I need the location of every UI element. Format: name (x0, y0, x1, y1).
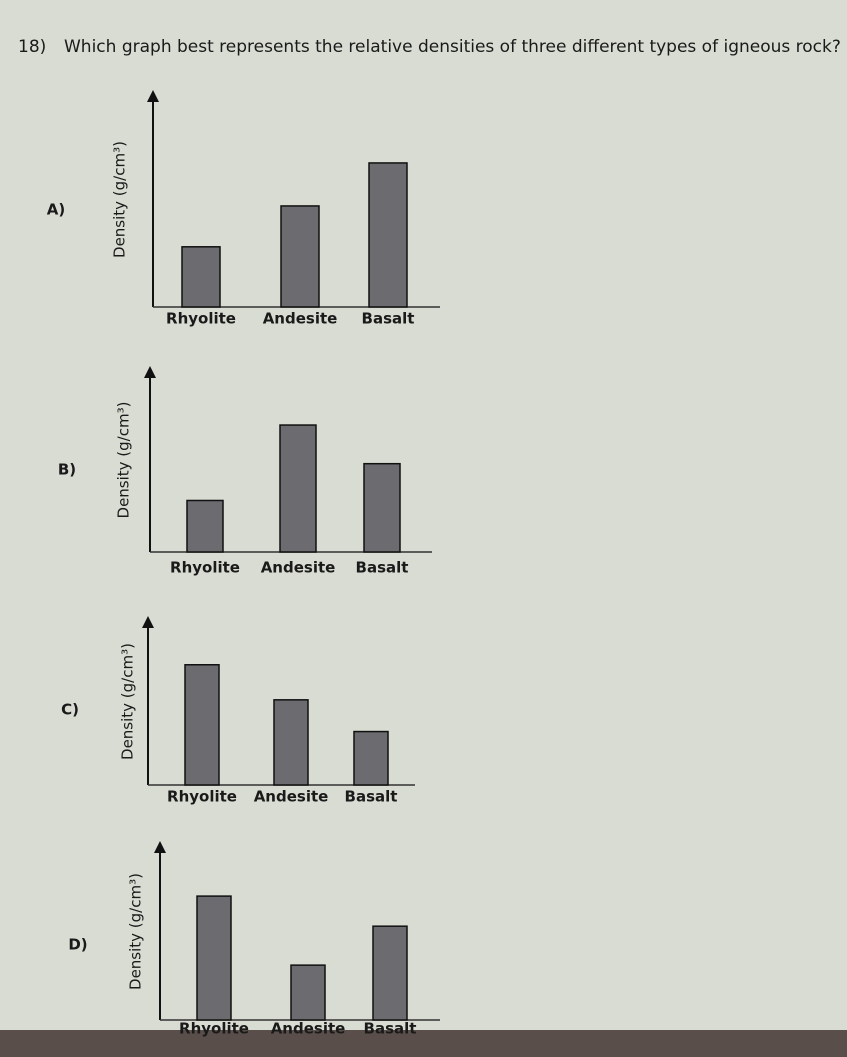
bar (181, 246, 221, 308)
bar (279, 424, 317, 553)
bar (184, 664, 220, 786)
x-tick-label: Basalt (362, 310, 415, 328)
x-tick-label: Rhyolite (167, 788, 237, 806)
bar (280, 205, 320, 308)
x-tick-label: Rhyolite (166, 310, 236, 328)
question-text: Which graph best represents the relative… (64, 37, 841, 57)
x-tick-label: Andesite (263, 310, 338, 328)
y-axis-title: Density (g/cm³) (119, 643, 137, 760)
screen-edge (0, 1030, 847, 1057)
bar (196, 895, 232, 1021)
x-tick-label: Rhyolite (179, 1020, 249, 1038)
bar (273, 699, 309, 786)
bar (372, 925, 408, 1021)
y-axis-title: Density (g/cm³) (127, 873, 145, 990)
question-number: 18) (18, 37, 46, 57)
option-letter: B) (58, 461, 76, 479)
bar (368, 162, 408, 308)
x-tick-label: Andesite (271, 1020, 346, 1038)
option-letter: D) (68, 936, 87, 954)
bar (353, 730, 389, 786)
x-tick-label: Basalt (364, 1020, 417, 1038)
bar (290, 964, 326, 1021)
option-letter: C) (61, 701, 79, 719)
x-tick-label: Andesite (254, 788, 329, 806)
x-tick-label: Andesite (261, 559, 336, 577)
bar (186, 499, 224, 553)
x-tick-label: Basalt (345, 788, 398, 806)
x-tick-label: Rhyolite (170, 559, 240, 577)
option-letter: A) (47, 201, 65, 219)
x-tick-label: Basalt (356, 559, 409, 577)
y-axis-title: Density (g/cm³) (115, 402, 133, 519)
y-axis-title: Density (g/cm³) (111, 141, 129, 258)
bar (363, 462, 401, 553)
